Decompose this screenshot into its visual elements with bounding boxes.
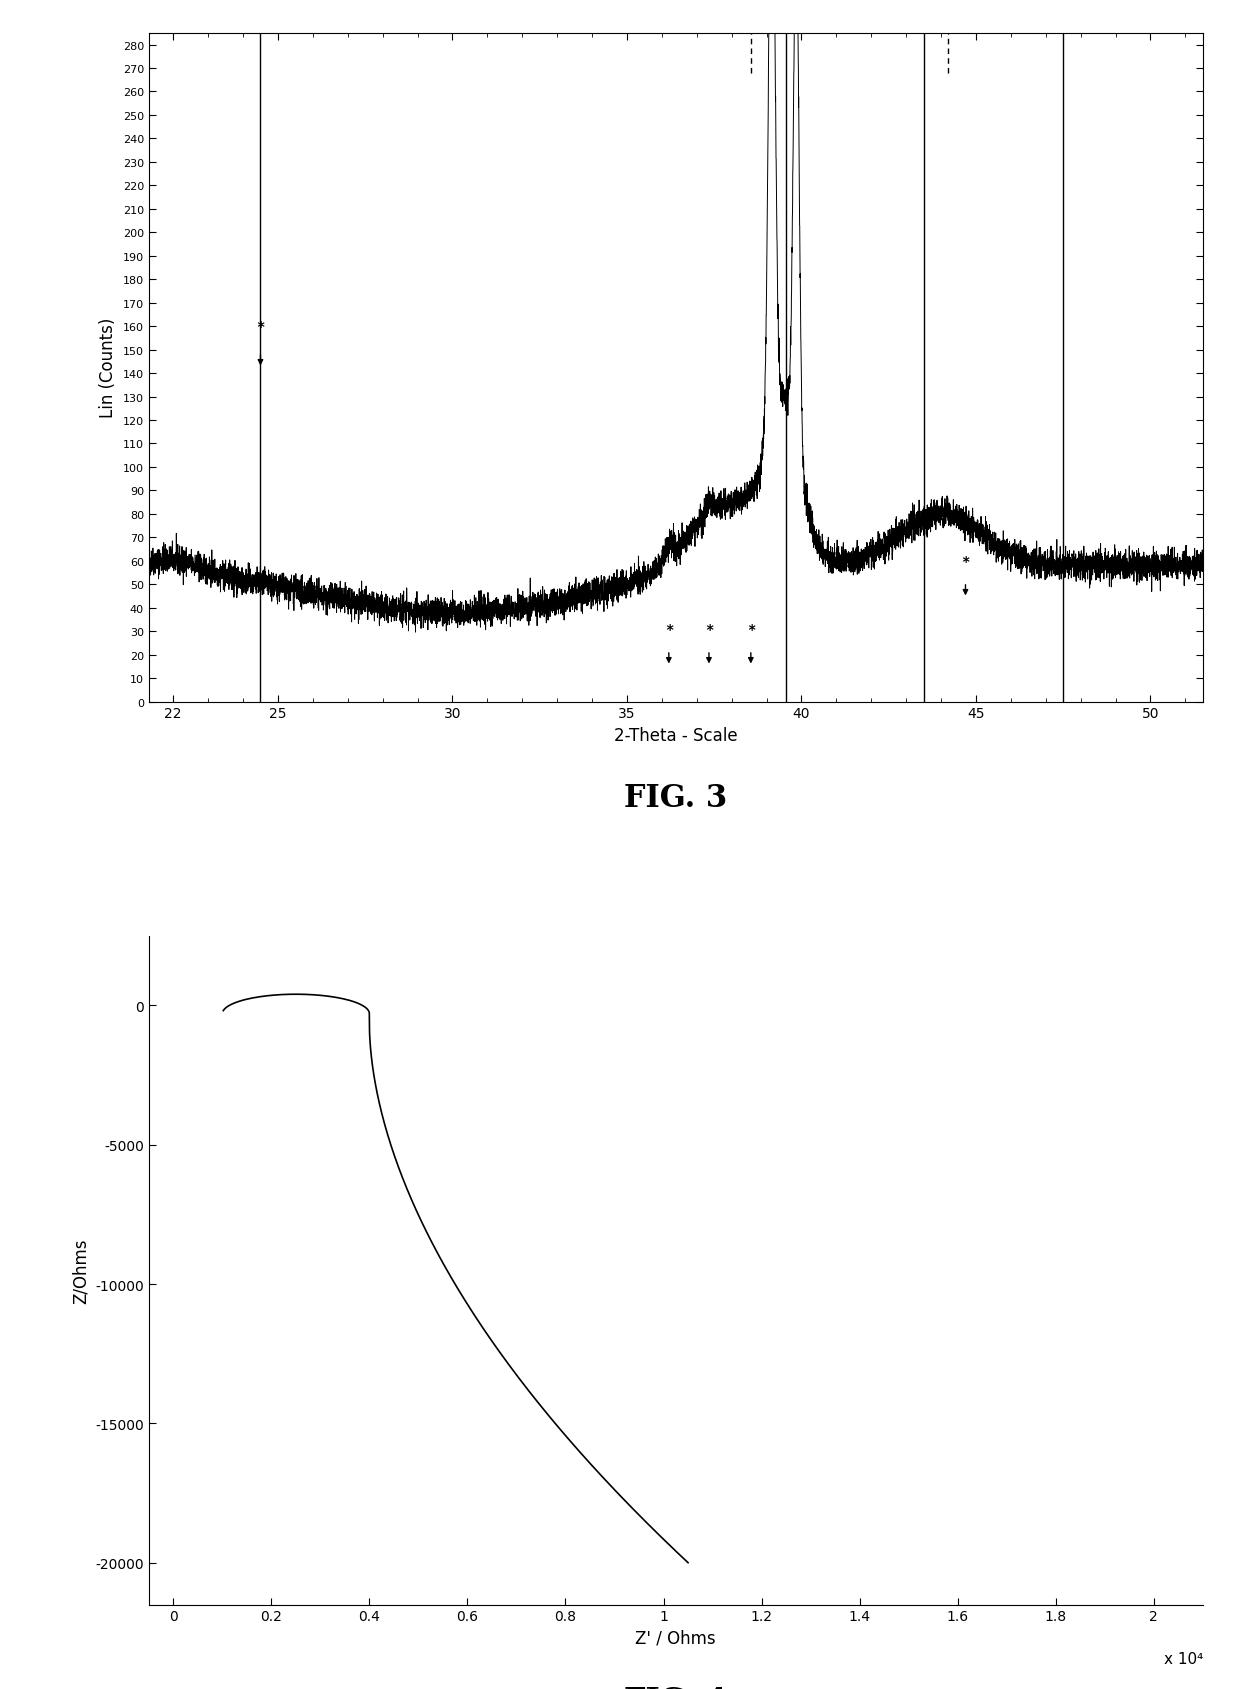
Text: x 10⁴: x 10⁴ [1163,1652,1203,1667]
Text: *: * [665,623,673,637]
Text: *: * [704,623,713,637]
X-axis label: 2-Theta - Scale: 2-Theta - Scale [614,726,738,745]
Y-axis label: Lin (Counts): Lin (Counts) [99,318,117,419]
Text: FIG. 4: FIG. 4 [624,1684,728,1689]
Text: FIG. 3: FIG. 3 [624,782,728,814]
Text: *: * [961,554,970,569]
X-axis label: Z' / Ohms: Z' / Ohms [635,1628,717,1647]
Y-axis label: Z/Ohms: Z/Ohms [72,1238,89,1304]
Text: *: * [746,623,755,637]
Text: *: * [257,319,264,334]
